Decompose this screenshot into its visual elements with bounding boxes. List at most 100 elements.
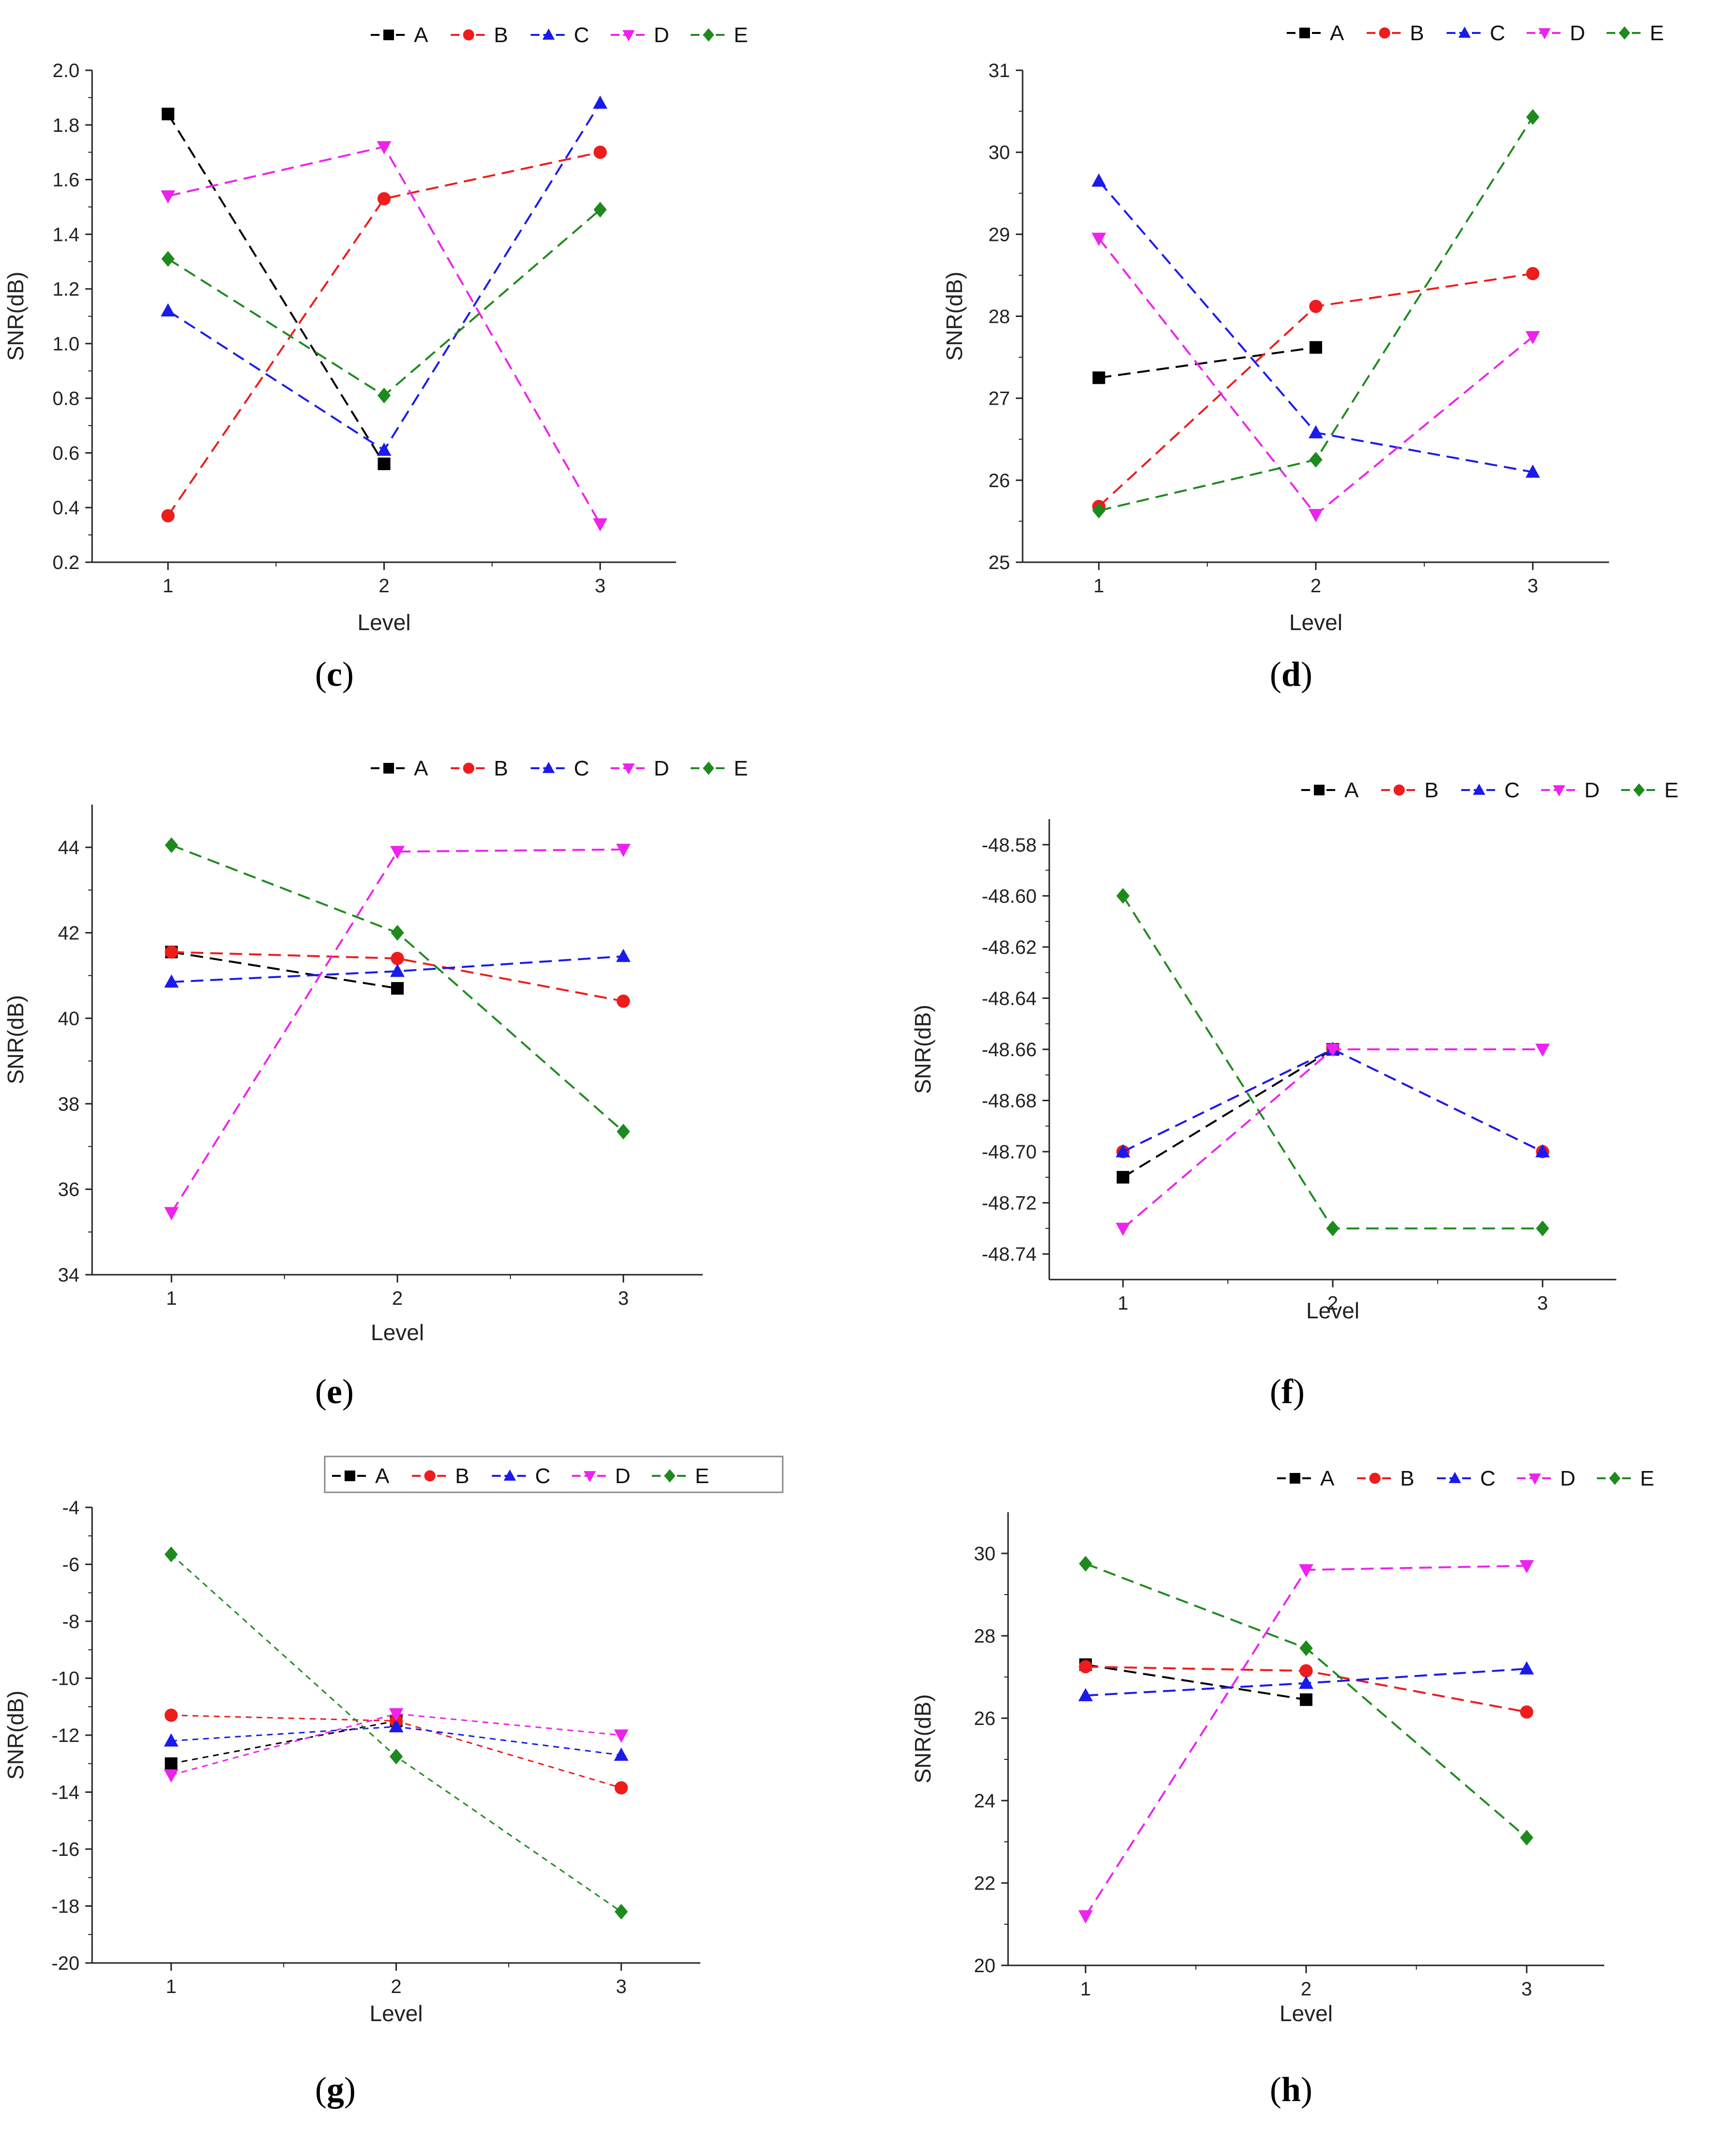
legend-label-e-A: A (414, 757, 428, 780)
series-line-d-A (1099, 346, 1316, 379)
data-point-h-C (1299, 1676, 1313, 1689)
data-point-g-C (389, 1719, 404, 1733)
y-tick-label-h: 30 (974, 1543, 996, 1565)
y-tick-label-g: -6 (62, 1554, 79, 1576)
legend-label-c-D: D (654, 23, 669, 47)
legend-marker-f-A (1314, 785, 1325, 795)
legend-marker-c-E (703, 28, 714, 42)
x-axis-title-f: Level (1306, 1298, 1359, 1323)
caption-c: (c) (315, 655, 354, 694)
x-axis-title-d: Level (1289, 610, 1342, 635)
data-point-h-A (1300, 1693, 1312, 1706)
data-point-g-C (614, 1747, 629, 1761)
x-axis-title-g: Level (370, 2001, 423, 2026)
legend-marker-e-E (703, 761, 714, 775)
data-point-f-D (1116, 1222, 1131, 1236)
legend-marker-g-E (664, 1469, 676, 1483)
caption-label-c: c (326, 655, 342, 694)
legend-marker-d-D (1538, 28, 1551, 40)
data-point-f-C (1535, 1144, 1550, 1157)
data-point-h-E (1299, 1640, 1313, 1656)
data-point-d-C (1525, 464, 1540, 478)
y-tick-label-e: 36 (58, 1179, 80, 1201)
y-tick-label-f: -48.74 (982, 1244, 1037, 1265)
legend-marker-e-D (622, 763, 635, 775)
legend-label-g-C: C (535, 1464, 551, 1488)
data-point-d-B (1309, 300, 1323, 313)
data-point-g-D (164, 1769, 179, 1783)
legend-label-h-E: E (1640, 1467, 1654, 1490)
y-tick-label-g: -4 (62, 1497, 79, 1519)
legend-label-f-C: C (1504, 778, 1520, 802)
data-point-c-D (160, 190, 175, 204)
y-tick-label-c: 0.6 (52, 443, 79, 464)
y-tick-label-g: -10 (51, 1668, 79, 1690)
legend-label-h-A: A (1320, 1467, 1335, 1490)
y-tick-label-d: 26 (989, 470, 1010, 491)
legend-label-h-C: C (1480, 1467, 1496, 1490)
data-point-f-E (1536, 1220, 1549, 1236)
data-point-d-A (1092, 371, 1105, 384)
y-axis-title-h: SNR(dB) (910, 1694, 935, 1783)
x-tick-label-c: 3 (595, 575, 605, 597)
y-axis-title-d: SNR(dB) (942, 271, 967, 361)
y-tick-label-e: 42 (58, 923, 80, 944)
x-axis-title-c: Level (358, 610, 411, 635)
legend-marker-c-B (463, 29, 474, 41)
y-tick-label-d: 30 (989, 142, 1010, 163)
data-point-g-B (164, 1709, 178, 1722)
caption-f: (f) (1270, 1372, 1305, 1411)
x-tick-label-d: 1 (1093, 575, 1104, 597)
legend-marker-f-D (1553, 785, 1565, 797)
data-point-e-A (391, 982, 404, 995)
y-tick-label-d: 31 (989, 60, 1010, 81)
data-point-g-D (614, 1729, 629, 1743)
series-line-c-B (167, 151, 600, 517)
data-point-g-E (615, 1904, 628, 1920)
data-point-c-B (161, 509, 175, 522)
legend-label-d-C: C (1490, 21, 1505, 45)
y-tick-label-e: 38 (58, 1093, 80, 1115)
y-tick-label-f: -48.72 (982, 1193, 1037, 1214)
legend-marker-e-C (542, 761, 555, 773)
y-tick-label-f: -48.64 (982, 988, 1037, 1009)
data-point-e-D (390, 846, 405, 859)
legend-marker-h-B (1369, 1472, 1381, 1484)
data-point-c-C (593, 95, 608, 109)
y-tick-label-f: -48.58 (982, 835, 1037, 856)
y-tick-label-d: 27 (989, 388, 1010, 410)
legend-label-h-D: D (1560, 1467, 1576, 1490)
legend-marker-d-A (1299, 28, 1310, 38)
legend-marker-f-C (1473, 783, 1485, 795)
legend-label-e-C: C (574, 757, 589, 780)
legend-label-f-A: A (1344, 778, 1359, 802)
legend-label-d-B: B (1410, 21, 1424, 45)
data-point-c-B (593, 145, 607, 159)
data-point-e-E (391, 925, 404, 941)
caption-d: (d) (1270, 655, 1313, 694)
y-tick-label-e: 40 (58, 1008, 80, 1029)
legend-label-f-B: B (1424, 778, 1438, 802)
legend-label-c-E: E (734, 23, 748, 47)
legend-marker-d-B (1379, 27, 1390, 39)
y-axis-title-e: SNR(dB) (3, 995, 28, 1084)
legend-label-e-D: D (654, 757, 669, 780)
y-tick-label-g: -12 (51, 1725, 79, 1746)
data-point-g-E (389, 1748, 403, 1765)
legend-label-c-B: B (494, 23, 508, 47)
data-point-d-A (1310, 341, 1322, 354)
y-tick-label-d: 25 (989, 552, 1010, 573)
y-tick-label-d: 29 (989, 224, 1010, 245)
data-point-d-E (1309, 452, 1323, 468)
caption-g: (g) (315, 2070, 356, 2109)
data-point-g-E (164, 1546, 178, 1563)
y-tick-label-c: 2.0 (52, 60, 79, 81)
data-point-c-E (593, 202, 607, 218)
caption-label-h: h (1281, 2070, 1301, 2109)
legend-marker-h-A (1290, 1473, 1300, 1484)
legend-marker-g-D (584, 1471, 596, 1483)
data-point-e-B (165, 945, 178, 959)
legend-label-g-D: D (615, 1464, 631, 1488)
